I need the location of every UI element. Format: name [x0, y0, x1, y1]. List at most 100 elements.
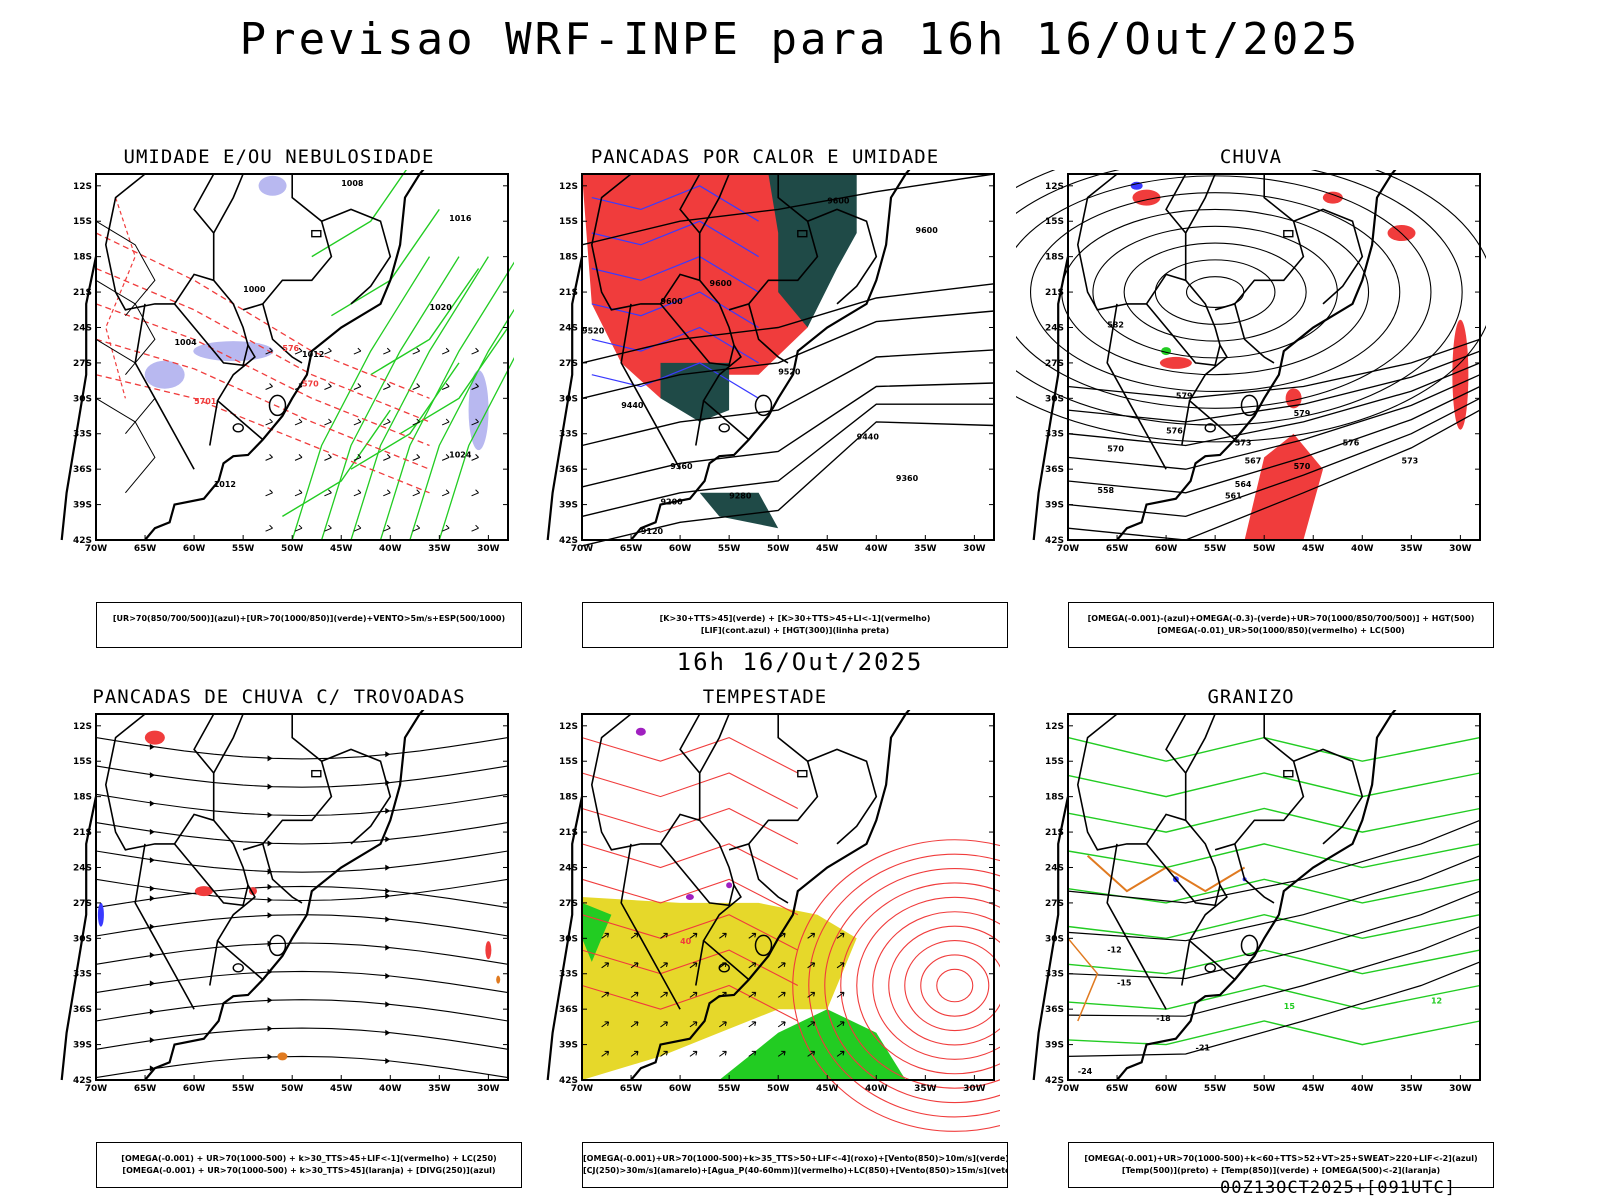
temp-500-contour	[1067, 925, 1481, 1017]
map-frame	[581, 713, 995, 1081]
stream-arrow	[149, 772, 155, 779]
lon-label: 35W	[914, 1084, 937, 1094]
map-background	[96, 174, 508, 540]
state-border	[104, 713, 214, 851]
wind-vector	[807, 1021, 816, 1028]
coastline	[1116, 710, 1397, 1081]
stream-arrow	[149, 743, 155, 750]
lif-contour	[591, 362, 759, 399]
lon-label: 60W	[183, 544, 206, 554]
rain-area	[1285, 388, 1302, 409]
lif-contour	[591, 220, 759, 258]
lon-label: 45W	[1302, 544, 1325, 554]
svg-text:9360: 9360	[670, 462, 693, 471]
height-contour	[1067, 350, 1481, 423]
temp-500-contour	[1067, 890, 1481, 980]
svg-text:-21: -21	[1196, 1043, 1211, 1052]
wind-vector	[689, 962, 698, 969]
rain-area	[1452, 319, 1469, 430]
panel-title: CHUVA	[1219, 146, 1283, 168]
lon-label: 50W	[281, 1084, 304, 1094]
humidity-area	[193, 341, 274, 362]
omega-500-contour	[1067, 937, 1099, 1022]
coastline-west	[546, 256, 584, 541]
lat-label: 33S	[73, 430, 92, 440]
red-dashed-contour	[95, 338, 430, 470]
brasilia-marker	[1283, 229, 1294, 238]
legend-box: [OMEGA(-0.001)-(azul)+OMEGA(-0.3)-(verde…	[1068, 602, 1494, 648]
wind-850-area	[719, 1009, 906, 1080]
weather-map: 9600 9600 9600 9600 9520 9520 9440 9440 9360 9360…	[546, 170, 995, 554]
state-border	[213, 713, 244, 774]
svg-text:573: 573	[1235, 439, 1252, 448]
lon-label: 40W	[1351, 544, 1374, 554]
svg-text:1004: 1004	[174, 338, 197, 347]
lc-850-contour	[581, 914, 799, 951]
lon-label: 60W	[669, 1084, 692, 1094]
storm-area	[277, 1052, 288, 1061]
red-dashed-contour	[95, 267, 430, 423]
stream-arrow	[149, 980, 155, 987]
stream-arrow	[267, 755, 273, 762]
wind-vector	[777, 932, 786, 939]
lat-label: 24S	[73, 863, 92, 873]
temp-850-contour	[1067, 843, 1481, 869]
lon-label: 40W	[379, 1084, 402, 1094]
lon-label: 60W	[669, 544, 692, 554]
lat-label: 36S	[1045, 465, 1064, 475]
wind-vector	[383, 418, 391, 426]
lc-850-contour	[792, 839, 1000, 1132]
red-dashed-contour	[95, 232, 430, 399]
svg-text:-15: -15	[1117, 979, 1132, 988]
wind-vector	[471, 454, 479, 461]
svg-text:9440: 9440	[621, 401, 644, 410]
svg-text:576: 576	[1166, 427, 1183, 436]
height-contour	[1067, 409, 1481, 541]
lat-label: 21S	[73, 288, 92, 298]
wind-vector	[807, 1050, 816, 1057]
main-title: Previsao WRF-INPE para 16h 16/Out/2025	[239, 14, 1361, 65]
wind-vector	[441, 383, 450, 390]
wind-vector	[777, 962, 786, 969]
lagoa-dos-patos	[268, 394, 287, 417]
lif-contour	[591, 326, 759, 364]
state-border	[173, 843, 249, 907]
lon-label: 50W	[767, 544, 790, 554]
svg-text:40: 40	[680, 937, 692, 946]
lat-label: 36S	[559, 1005, 578, 1015]
legend-box: [OMEGA(-0.001)+UR>70(1000-500)+k<60+TTS>…	[1068, 1142, 1494, 1188]
stream-arrow	[385, 751, 391, 758]
wind-vector	[807, 991, 816, 998]
lc-contour	[1154, 259, 1276, 325]
wind-vector	[383, 383, 391, 390]
lc-850-contour	[904, 940, 1000, 1032]
panel-granizo: GRANIZO -12 -15 -18 -21 -24 12 15 12S 15S 18S 21S 2…	[1016, 686, 1494, 1188]
wind-vector	[353, 524, 362, 532]
lon-label: 70W	[85, 1084, 108, 1094]
streamline	[95, 914, 509, 937]
lon-label: 55W	[1204, 544, 1227, 554]
storm-area	[496, 975, 501, 984]
streamline	[95, 970, 509, 994]
state-border	[209, 940, 219, 986]
state-border	[728, 714, 819, 851]
lat-label: 24S	[1045, 863, 1064, 873]
stream-arrow	[267, 1053, 273, 1060]
severe-storm-area	[635, 727, 646, 736]
lat-label: 33S	[73, 970, 92, 980]
lon-label: 50W	[1253, 544, 1276, 554]
lc-contour	[1016, 170, 1486, 443]
wind-vector	[412, 489, 421, 497]
state-border	[173, 303, 249, 367]
streamline	[95, 999, 509, 1022]
height-contour	[581, 421, 995, 547]
stream-arrow	[149, 1037, 155, 1044]
streamline	[95, 765, 509, 788]
lat-label: 33S	[559, 970, 578, 980]
state-border	[1076, 713, 1186, 851]
state-border	[213, 173, 244, 234]
lon-label: 50W	[281, 544, 304, 554]
state-border	[1185, 173, 1216, 234]
state-border	[134, 843, 195, 1010]
height-contour	[1067, 374, 1481, 470]
